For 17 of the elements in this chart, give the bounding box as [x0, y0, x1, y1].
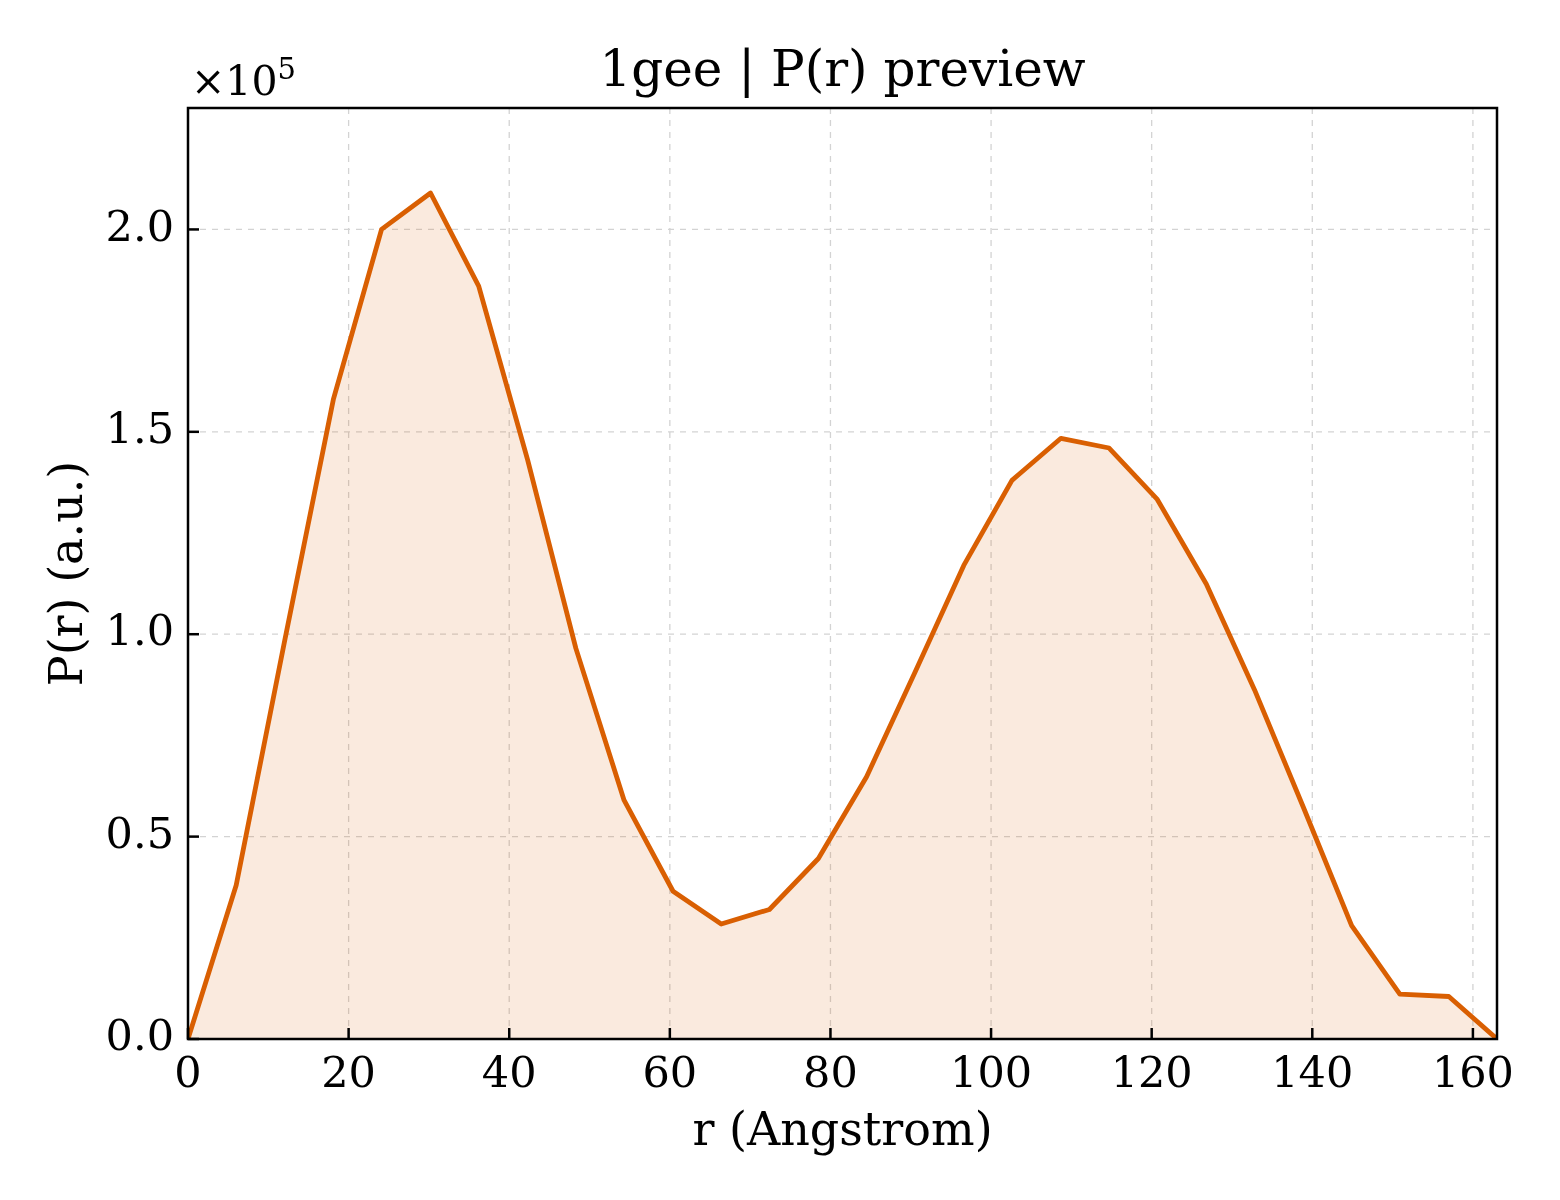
y-tick-label: 1.5 [105, 403, 174, 453]
y-tick-label: 2.0 [105, 200, 174, 251]
y-tick-label: 1.0 [105, 605, 174, 656]
x-tick-label: 20 [321, 1046, 376, 1097]
x-tick-label: 120 [1110, 1046, 1193, 1097]
y-tick-label: 0.5 [105, 807, 174, 858]
x-tick-label: 140 [1271, 1046, 1354, 1097]
y-axis-title: P(r) (a.u.) [39, 460, 93, 687]
x-tick-label: 160 [1431, 1046, 1514, 1097]
x-tick-label: 0 [174, 1046, 202, 1097]
x-tick-label: 60 [642, 1046, 698, 1097]
y-tick-label: 0.0 [105, 1010, 174, 1061]
x-axis-title: r (Angstrom) [692, 1102, 993, 1156]
chart-title: 1gee | P(r) preview [599, 40, 1086, 98]
x-tick-label: 100 [950, 1046, 1033, 1097]
x-tick-label: 80 [803, 1046, 858, 1097]
x-tick-label: 40 [481, 1046, 537, 1097]
